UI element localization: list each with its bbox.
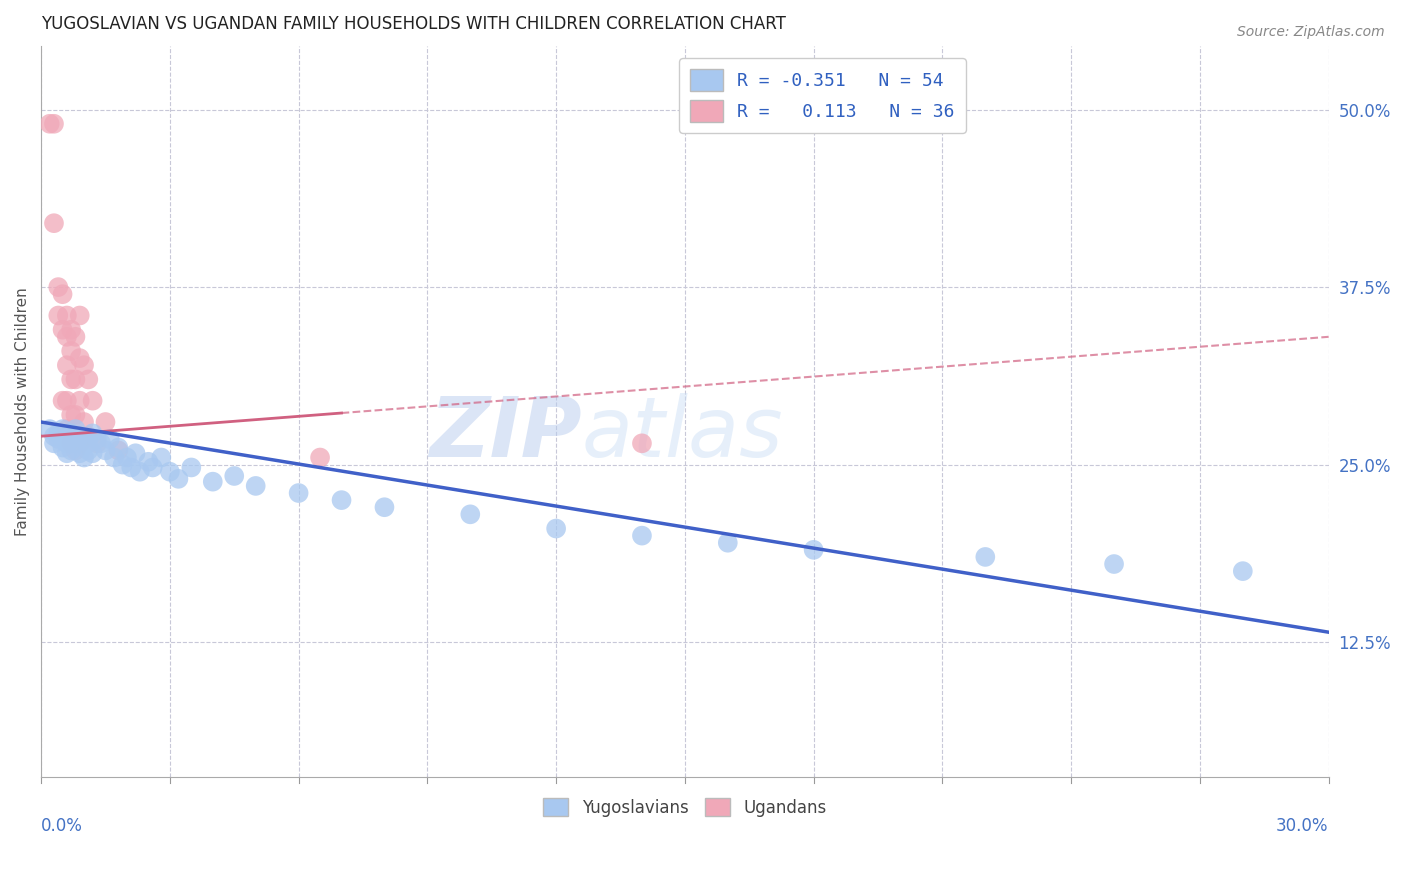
Point — [717, 535, 740, 549]
Point — [82, 393, 104, 408]
Point — [94, 415, 117, 429]
Point — [52, 393, 75, 408]
Point — [60, 436, 83, 450]
Point — [98, 432, 121, 446]
Point — [52, 287, 75, 301]
Point — [107, 441, 129, 455]
Point — [69, 436, 91, 450]
Text: YUGOSLAVIAN VS UGANDAN FAMILY HOUSEHOLDS WITH CHILDREN CORRELATION CHART: YUGOSLAVIAN VS UGANDAN FAMILY HOUSEHOLDS… — [41, 15, 786, 33]
Point — [111, 458, 134, 472]
Point — [60, 344, 83, 359]
Point — [631, 528, 654, 542]
Point — [120, 460, 142, 475]
Point — [65, 408, 87, 422]
Point — [65, 436, 87, 450]
Point — [73, 432, 96, 446]
Point — [42, 429, 65, 443]
Point — [77, 429, 100, 443]
Point — [42, 117, 65, 131]
Point — [38, 117, 60, 131]
Text: 0.0%: 0.0% — [41, 817, 83, 835]
Point — [56, 446, 79, 460]
Point — [77, 436, 100, 450]
Point — [65, 443, 87, 458]
Point — [56, 436, 79, 450]
Point — [546, 522, 568, 536]
Point — [65, 330, 87, 344]
Point — [86, 432, 108, 446]
Point — [46, 280, 69, 294]
Point — [224, 469, 246, 483]
Point — [60, 432, 83, 446]
Point — [150, 450, 173, 465]
Y-axis label: Family Households with Children: Family Households with Children — [15, 287, 30, 536]
Point — [77, 372, 100, 386]
Point — [73, 415, 96, 429]
Point — [60, 426, 83, 441]
Point — [46, 426, 69, 441]
Point — [52, 422, 75, 436]
Point — [56, 330, 79, 344]
Text: Source: ZipAtlas.com: Source: ZipAtlas.com — [1237, 25, 1385, 39]
Point — [56, 393, 79, 408]
Point — [56, 309, 79, 323]
Point — [201, 475, 224, 489]
Point — [245, 479, 267, 493]
Point — [803, 542, 825, 557]
Point — [107, 443, 129, 458]
Point — [86, 436, 108, 450]
Point — [82, 426, 104, 441]
Point — [82, 446, 104, 460]
Point — [1102, 557, 1125, 571]
Point — [974, 549, 997, 564]
Text: 30.0%: 30.0% — [1277, 817, 1329, 835]
Point — [138, 455, 160, 469]
Point — [65, 372, 87, 386]
Point — [631, 436, 654, 450]
Point — [69, 351, 91, 365]
Point — [287, 486, 309, 500]
Point — [103, 450, 125, 465]
Point — [128, 465, 150, 479]
Point — [309, 450, 332, 465]
Point — [38, 422, 60, 436]
Point — [73, 450, 96, 465]
Point — [69, 309, 91, 323]
Point — [56, 358, 79, 372]
Point — [52, 323, 75, 337]
Point — [60, 372, 83, 386]
Point — [69, 393, 91, 408]
Point — [124, 446, 146, 460]
Point — [77, 443, 100, 458]
Point — [56, 429, 79, 443]
Point — [69, 429, 91, 443]
Point — [46, 309, 69, 323]
Point — [159, 465, 181, 479]
Point — [458, 508, 481, 522]
Point — [1232, 564, 1254, 578]
Point — [46, 432, 69, 446]
Point — [73, 358, 96, 372]
Point — [42, 436, 65, 450]
Legend: Yugoslavians, Ugandans: Yugoslavians, Ugandans — [537, 791, 834, 823]
Point — [373, 500, 395, 515]
Point — [115, 450, 138, 465]
Point — [60, 443, 83, 458]
Point — [56, 422, 79, 436]
Point — [52, 441, 75, 455]
Text: ZIP: ZIP — [429, 392, 582, 474]
Text: atlas: atlas — [582, 392, 783, 474]
Point — [94, 443, 117, 458]
Point — [167, 472, 190, 486]
Point — [180, 460, 202, 475]
Point — [60, 323, 83, 337]
Point — [69, 446, 91, 460]
Point — [65, 422, 87, 436]
Point — [90, 436, 112, 450]
Point — [330, 493, 353, 508]
Point — [142, 460, 165, 475]
Point — [42, 216, 65, 230]
Point — [60, 408, 83, 422]
